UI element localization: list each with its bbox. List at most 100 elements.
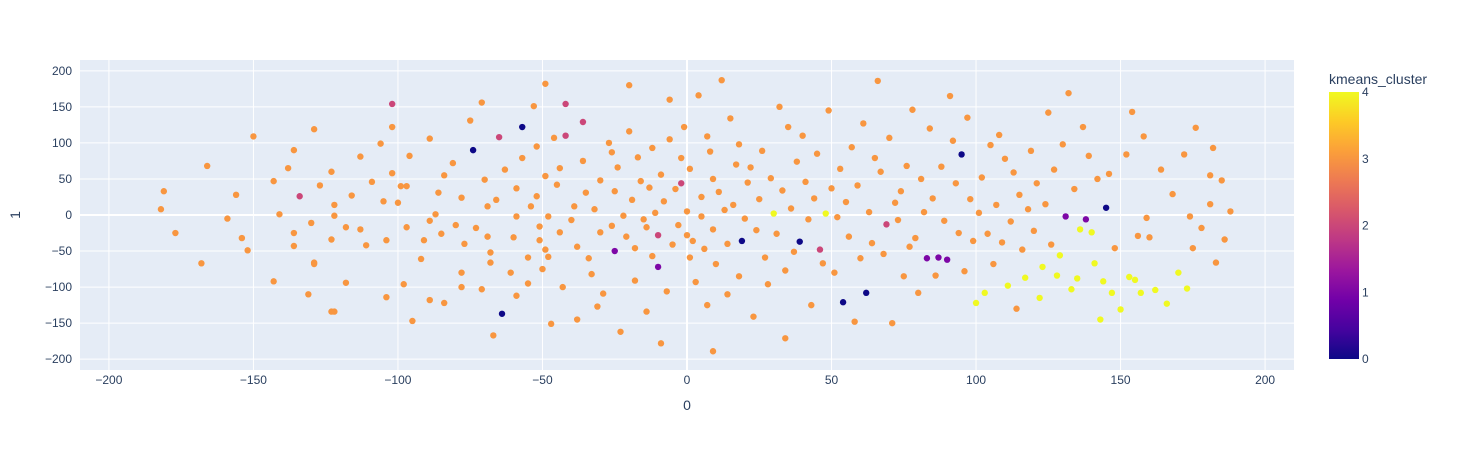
data-point xyxy=(666,136,673,143)
data-point xyxy=(290,229,298,237)
data-point xyxy=(1004,282,1012,289)
grid-lines xyxy=(80,60,1294,370)
data-point xyxy=(383,237,390,244)
data-point xyxy=(432,211,439,218)
data-point xyxy=(545,253,552,261)
data-point xyxy=(539,265,546,273)
data-point xyxy=(380,198,387,205)
data-point xyxy=(611,188,618,195)
data-point xyxy=(744,179,751,186)
y-tick-label: 0 xyxy=(65,208,72,222)
data-point xyxy=(388,100,396,108)
data-point xyxy=(657,171,665,178)
data-point xyxy=(238,234,246,242)
data-point xyxy=(536,237,543,244)
data-point xyxy=(961,268,968,275)
colorbar-tick-label: 1 xyxy=(1362,285,1369,299)
data-point xyxy=(1146,234,1153,241)
data-point xyxy=(701,245,708,253)
data-point xyxy=(244,247,251,254)
data-point xyxy=(782,267,789,274)
data-point xyxy=(802,178,809,186)
data-point xyxy=(735,273,743,280)
data-point xyxy=(305,291,312,298)
data-point xyxy=(842,198,850,206)
data-point xyxy=(637,177,644,185)
data-point xyxy=(469,146,477,154)
data-point xyxy=(1105,170,1113,178)
data-point xyxy=(1033,180,1040,187)
data-point xyxy=(1198,224,1205,232)
data-point xyxy=(669,241,676,248)
data-point xyxy=(270,278,277,285)
y-tick-label: 150 xyxy=(52,100,72,114)
data-point xyxy=(678,180,685,187)
data-point xyxy=(764,281,772,288)
data-point xyxy=(290,242,298,250)
data-point xyxy=(1183,285,1191,292)
data-point xyxy=(787,205,795,212)
data-point xyxy=(510,234,517,241)
data-point xyxy=(1209,144,1217,152)
data-point xyxy=(1065,89,1072,97)
data-point xyxy=(912,234,919,242)
data-point xyxy=(559,283,566,291)
x-tick-label: −100 xyxy=(384,373,411,387)
data-point xyxy=(704,133,711,140)
data-point xyxy=(623,233,630,240)
data-point xyxy=(388,123,396,131)
data-point xyxy=(848,144,855,151)
data-point xyxy=(1019,246,1026,253)
data-point xyxy=(513,185,520,192)
data-point xyxy=(738,237,746,245)
data-point xyxy=(556,229,564,236)
data-point xyxy=(943,256,951,263)
data-point xyxy=(310,126,318,133)
data-point xyxy=(232,191,240,199)
data-point xyxy=(487,249,494,256)
data-point xyxy=(790,248,798,255)
data-point xyxy=(597,229,604,236)
data-point xyxy=(1088,229,1095,236)
data-point xyxy=(533,193,540,200)
data-point xyxy=(949,137,957,144)
data-point xyxy=(732,161,740,168)
data-point xyxy=(1134,232,1142,240)
data-point xyxy=(1157,166,1165,173)
data-point xyxy=(793,158,801,165)
data-point xyxy=(854,182,861,189)
data-point xyxy=(579,118,587,126)
data-point xyxy=(290,146,298,154)
data-point xyxy=(747,164,754,171)
data-point xyxy=(735,141,743,148)
colorbar-ticks: 0 1 2 3 4 xyxy=(1362,85,1369,366)
data-point xyxy=(1102,204,1110,211)
data-point xyxy=(1221,236,1228,243)
data-point xyxy=(498,310,506,317)
data-point xyxy=(478,99,485,106)
data-point xyxy=(426,296,433,304)
colorbar-tick-label: 2 xyxy=(1362,219,1369,233)
data-point xyxy=(666,96,673,103)
data-point xyxy=(741,215,749,222)
data-point xyxy=(1131,276,1139,284)
data-point xyxy=(678,154,685,162)
data-point xyxy=(857,255,864,262)
data-point xyxy=(1048,241,1055,248)
data-point xyxy=(663,288,670,295)
data-point xyxy=(409,317,416,325)
data-point xyxy=(631,277,639,284)
data-point xyxy=(458,283,465,291)
data-point xyxy=(1163,300,1171,307)
data-point xyxy=(865,208,873,216)
data-point xyxy=(1024,206,1032,213)
data-point xyxy=(1007,218,1014,225)
data-point xyxy=(975,209,983,217)
x-tick-label: 0 xyxy=(684,373,691,387)
y-tick-label: 50 xyxy=(59,172,73,186)
data-point xyxy=(877,168,884,175)
data-point xyxy=(316,182,324,189)
data-point xyxy=(683,208,691,215)
data-point xyxy=(845,233,853,240)
data-point xyxy=(157,206,165,213)
